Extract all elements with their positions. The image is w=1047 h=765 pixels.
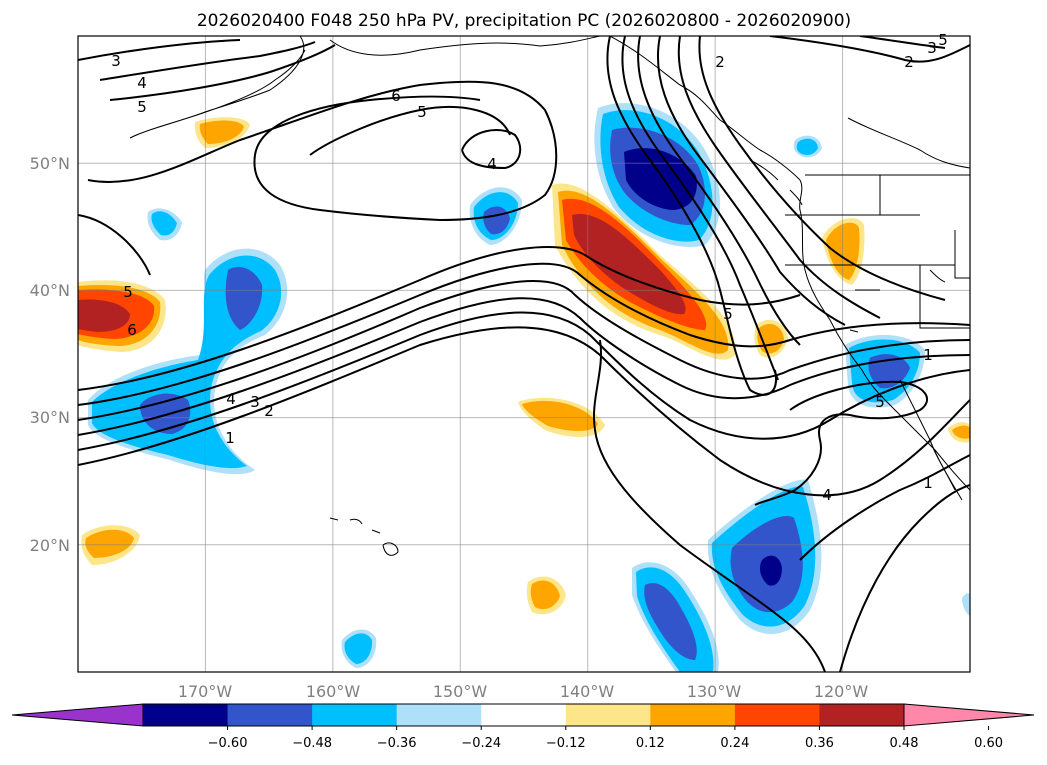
borders-states <box>785 117 970 329</box>
pv-label: 5 <box>723 305 733 323</box>
pv-label: 5 <box>417 103 427 121</box>
pv-label: 1 <box>923 346 933 364</box>
colorbar-tick-label: 0.48 <box>890 736 919 751</box>
colorbar-tick-label: 0.36 <box>805 736 834 751</box>
pv-contour-trough-d <box>677 36 881 319</box>
lon-label: 130°W <box>687 682 742 701</box>
latitude-labels: 50°N 40°N 30°N 20°N <box>30 154 70 555</box>
positive-anomaly-small <box>81 117 970 615</box>
colorbar-cell <box>650 704 736 726</box>
precipitation-shading <box>78 103 970 672</box>
pv-contour-south-trough <box>593 339 826 672</box>
pv-contour-ridge-6 <box>309 106 511 156</box>
pv-contour-trough-a <box>621 36 779 381</box>
pv-contour-labels: 3 4 5 6 5 4 2 2 3 5 6 5 4 3 2 1 5 1 5 4 … <box>111 31 948 504</box>
pv-label: 2 <box>715 53 725 71</box>
colorbar-tick-label: −0.12 <box>546 736 586 751</box>
colorbar: −0.60 −0.48 −0.36 −0.24 −0.12 0.12 0.24 0.36 0.4… <box>11 703 1035 751</box>
negative-anomaly-northeast <box>594 103 720 247</box>
colorbar-tick-label: 0.12 <box>636 736 665 751</box>
pv-label: 5 <box>123 283 133 301</box>
lat-label: 40°N <box>30 281 70 300</box>
pv-label: 3 <box>927 39 937 57</box>
colorbar-tick-label: −0.24 <box>461 736 501 751</box>
pv-label: 4 <box>487 155 497 173</box>
pv-contour-northeast <box>769 36 970 63</box>
lon-label: 140°W <box>560 682 615 701</box>
pv-label: 5 <box>137 98 147 116</box>
pv-label: 4 <box>822 486 832 504</box>
pv-label: 3 <box>111 52 121 70</box>
negative-anomaly-south <box>632 479 822 672</box>
pv-label: 6 <box>127 321 137 339</box>
lon-label: 170°W <box>178 682 233 701</box>
pv-contour-east-loop <box>754 380 928 506</box>
pv-contour-trough-e <box>698 36 946 301</box>
positive-anomaly-central <box>552 183 736 360</box>
pv-label: 5 <box>875 393 885 411</box>
pv-label: 2 <box>264 402 274 420</box>
chart-title: 2026020400 F048 250 hPa PV, precipitatio… <box>197 11 851 31</box>
pv-contour-south-b <box>839 484 970 672</box>
coastlines <box>129 36 970 556</box>
colorbar-cell <box>819 704 905 726</box>
pv-contour-4 <box>78 280 970 421</box>
pv-contour-trough-c <box>656 36 846 326</box>
lat-label: 50°N <box>30 154 70 173</box>
colorbar-cell <box>143 704 229 726</box>
colorbar-cell <box>565 704 651 726</box>
colorbar-cell <box>396 704 482 726</box>
colorbar-tick-label: 0.24 <box>720 736 749 751</box>
lat-label: 30°N <box>30 408 70 427</box>
coastline-alaska <box>129 36 801 181</box>
colorbar-cell <box>734 704 820 726</box>
colorbar-extend-low <box>11 703 144 727</box>
pv-label: 4 <box>226 390 236 408</box>
lat-label: 20°N <box>30 536 70 555</box>
colorbar-frame <box>142 703 905 727</box>
pv-label: 5 <box>938 31 948 49</box>
pv-label: 3 <box>250 393 260 411</box>
positive-anomaly-west <box>78 280 166 352</box>
pv-contour-upstream <box>78 80 558 276</box>
colorbar-cell <box>481 704 567 726</box>
map-panel: 3 4 5 6 5 4 2 2 3 5 6 5 4 3 2 1 5 1 5 4 … <box>77 31 971 673</box>
pv-contour-north <box>78 39 336 101</box>
colorbar-extend-high <box>903 703 1035 727</box>
colorbar-tick-label: −0.48 <box>292 736 332 751</box>
coastline-islands <box>749 159 946 333</box>
pv-contour-trough-b <box>637 36 801 346</box>
pv-label: 1 <box>923 474 933 492</box>
pv-contours <box>78 36 970 672</box>
pv-label: 2 <box>904 53 914 71</box>
pv-contour-2 <box>78 311 970 451</box>
colorbar-tick-label: 0.60 <box>974 736 1003 751</box>
lon-label: 120°W <box>814 682 869 701</box>
hawaii-islands <box>329 517 399 556</box>
pv-contour-6 <box>78 246 801 391</box>
lon-label: 160°W <box>306 682 361 701</box>
pv-contour-1 <box>78 326 970 497</box>
colorbar-cell <box>312 704 398 726</box>
pv-label: 1 <box>225 429 235 447</box>
pv-contour-closed-4 <box>461 129 522 170</box>
colorbar-tick-label: −0.60 <box>208 736 248 751</box>
colorbar-cell <box>227 704 313 726</box>
pv-contour-south-a <box>799 454 970 561</box>
pv-contour-trough-west <box>606 36 777 396</box>
longitude-labels: 170°W 160°W 150°W 140°W 130°W 120°W <box>178 682 869 701</box>
pv-contour-5 <box>78 262 970 406</box>
map-frame <box>77 35 971 673</box>
colorbar-ticks: −0.60 −0.48 −0.36 −0.24 −0.12 0.12 0.24 0.36 0.4… <box>208 726 1003 751</box>
pv-label: 6 <box>391 87 401 105</box>
colorbar-cells <box>143 704 905 726</box>
pv-label: 4 <box>137 74 147 92</box>
colorbar-tick-label: −0.36 <box>377 736 417 751</box>
pv-contour-3 <box>78 297 970 436</box>
lon-label: 150°W <box>433 682 488 701</box>
